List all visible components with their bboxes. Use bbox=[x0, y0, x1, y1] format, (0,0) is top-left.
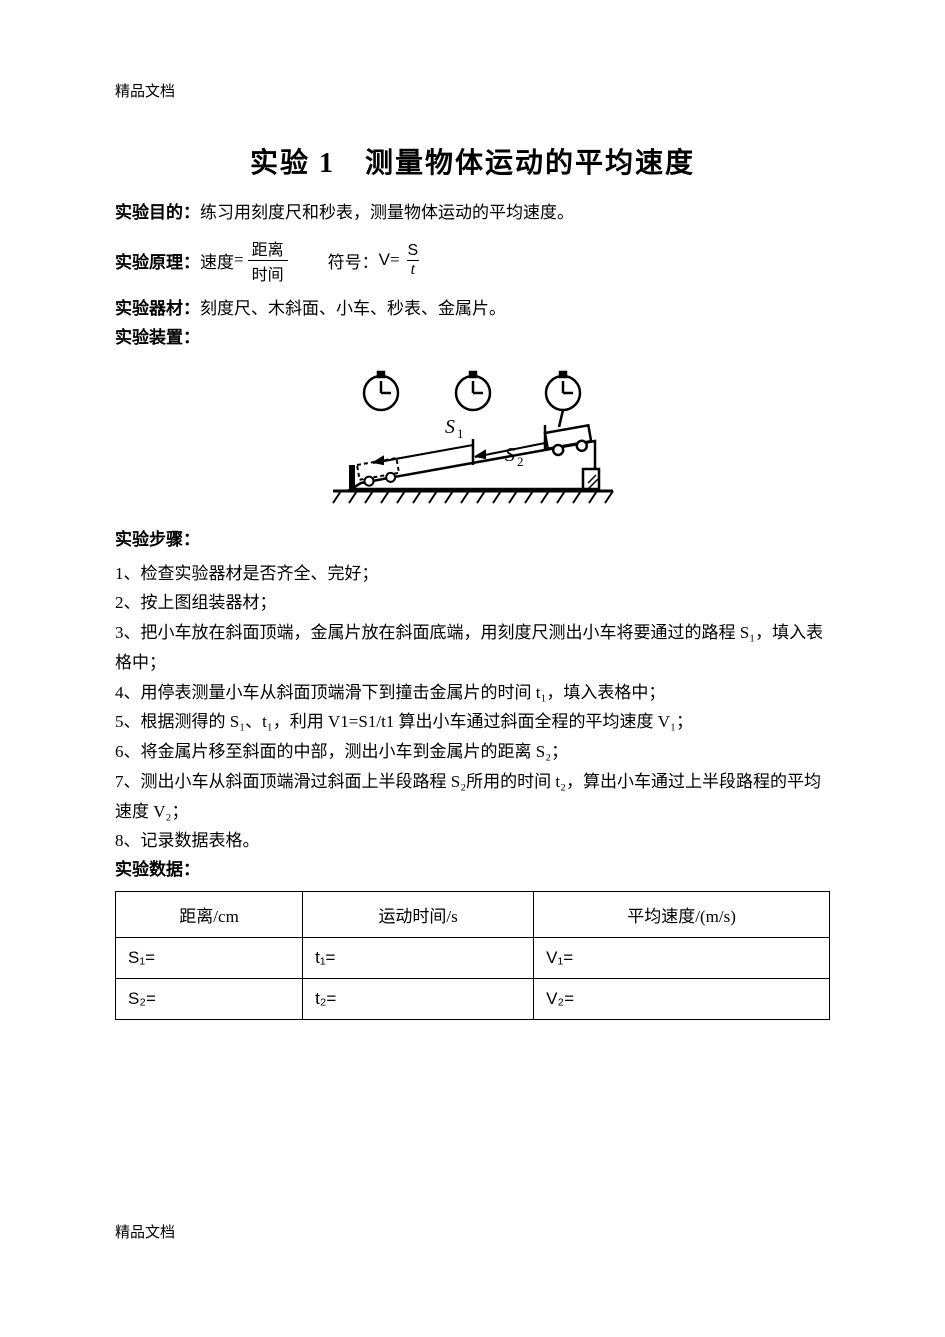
col-time: 运动时间/s bbox=[303, 891, 534, 937]
steps-block: 1、检查实验器材是否齐全、完好； 2、按上图组装器材； 3、把小车放在斜面顶端，… bbox=[115, 559, 830, 857]
cell-v1: V₁= bbox=[534, 937, 830, 978]
apparatus-label: 实验装置： bbox=[115, 324, 830, 353]
svg-text:1: 1 bbox=[457, 426, 464, 441]
purpose-label: 实验目的： bbox=[115, 203, 200, 222]
data-table: 距离/cm 运动时间/s 平均速度/(m/s) S₁= t₁= V₁= S₂= … bbox=[115, 891, 830, 1020]
equipment-label: 实验器材： bbox=[115, 299, 200, 318]
word-fraction: 距离 时间 bbox=[248, 236, 288, 285]
steps-label: 实验步骤： bbox=[115, 526, 830, 555]
step-7: 7、测出小车从斜面顶端滑过斜面上半段路程 S₂所用的时间 t₂，算出小车通过上半… bbox=[115, 767, 830, 827]
symbol-formula: V = S t bbox=[379, 242, 427, 279]
step-3: 3、把小车放在斜面顶端，金属片放在斜面底端，用刻度尺测出小车将要通过的路程 S₁… bbox=[115, 618, 830, 678]
page-title: 实验 1 测量物体运动的平均速度 bbox=[115, 141, 830, 181]
frac-num-word: 距离 bbox=[248, 236, 288, 260]
v-symbol: V bbox=[379, 250, 390, 270]
symbol-fraction: S t bbox=[404, 242, 423, 279]
purpose-text: 练习用刻度尺和秒表，测量物体运动的平均速度。 bbox=[200, 203, 574, 222]
step-2: 2、按上图组装器材； bbox=[115, 588, 830, 618]
svg-text:S: S bbox=[505, 444, 515, 466]
cell-t1: t₁= bbox=[303, 937, 534, 978]
cell-v2: V₂= bbox=[534, 978, 830, 1019]
col-distance: 距离/cm bbox=[116, 891, 303, 937]
principle-label: 实验原理： bbox=[115, 248, 200, 273]
frac-num-s: S bbox=[404, 242, 423, 260]
speed-word: 速度 bbox=[200, 248, 234, 273]
principle-line: 实验原理： 速度 = 距离 时间 符号： V = S t bbox=[115, 236, 830, 285]
step-1: 1、检查实验器材是否齐全、完好； bbox=[115, 559, 830, 589]
footer-watermark: 精品文档 bbox=[115, 1221, 175, 1242]
eq-sign-1: = bbox=[234, 250, 244, 270]
data-label: 实验数据： bbox=[115, 856, 830, 885]
cell-s1: S₁= bbox=[116, 937, 303, 978]
step-4: 4、用停表测量小车从斜面顶端滑下到撞击金属片的时间 t₁，填入表格中； bbox=[115, 678, 830, 708]
eq-sign-2: = bbox=[390, 250, 400, 270]
frac-den-word: 时间 bbox=[248, 260, 288, 285]
apparatus-diagram: S 1 S 2 bbox=[115, 361, 830, 516]
step-8: 8、记录数据表格。 bbox=[115, 826, 830, 856]
equipment-line: 实验器材：刻度尺、木斜面、小车、秒表、金属片。 bbox=[115, 295, 830, 324]
svg-text:S: S bbox=[445, 416, 455, 438]
col-speed: 平均速度/(m/s) bbox=[534, 891, 830, 937]
cell-s2: S₂= bbox=[116, 978, 303, 1019]
table-header-row: 距离/cm 运动时间/s 平均速度/(m/s) bbox=[116, 891, 830, 937]
step-6: 6、将金属片移至斜面的中部，测出小车到金属片的距离 S₂； bbox=[115, 737, 830, 767]
cell-t2: t₂= bbox=[303, 978, 534, 1019]
table-row: S₁= t₁= V₁= bbox=[116, 937, 830, 978]
equipment-text: 刻度尺、木斜面、小车、秒表、金属片。 bbox=[200, 299, 506, 318]
ramp-diagram-svg: S 1 S 2 bbox=[313, 361, 633, 511]
table-row: S₂= t₂= V₂= bbox=[116, 978, 830, 1019]
header-watermark: 精品文档 bbox=[115, 80, 830, 101]
frac-den-t: t bbox=[407, 260, 419, 279]
svg-text:2: 2 bbox=[517, 454, 524, 469]
symbol-label: 符号： bbox=[328, 248, 379, 273]
step-5: 5、根据测得的 S₁、t₁，利用 V1=S1/t1 算出小车通过斜面全程的平均速… bbox=[115, 707, 830, 737]
purpose-line: 实验目的：练习用刻度尺和秒表，测量物体运动的平均速度。 bbox=[115, 199, 830, 228]
